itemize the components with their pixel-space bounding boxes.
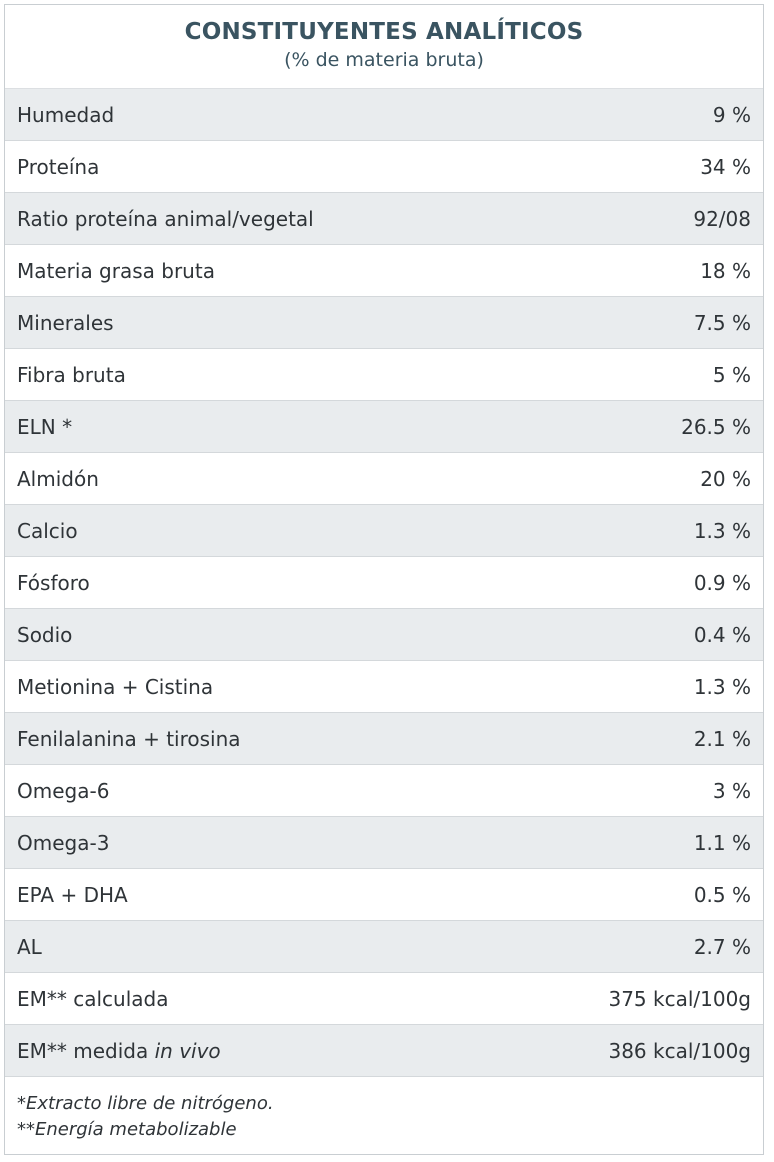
- table-row: Fósforo 0.9 %: [5, 557, 763, 609]
- table-title: CONSTITUYENTES ANALÍTICOS: [184, 19, 584, 45]
- row-value: 3 %: [712, 778, 751, 803]
- row-value: 0.5 %: [693, 882, 751, 907]
- table-row: Omega-3 1.1 %: [5, 817, 763, 869]
- table-row: Materia grasa bruta 18 %: [5, 245, 763, 297]
- row-label: Ratio proteína animal/vegetal: [17, 206, 314, 231]
- row-value: 375 kcal/100g: [608, 986, 751, 1011]
- table-row: EPA + DHA 0.5 %: [5, 869, 763, 921]
- row-value: 1.1 %: [693, 830, 751, 855]
- table-row: Almidón 20 %: [5, 453, 763, 505]
- row-label: AL: [17, 934, 42, 959]
- row-label: ELN *: [17, 414, 73, 439]
- row-label-prefix: EM** medida: [17, 1038, 155, 1063]
- table-body: Humedad 9 % Proteína 34 % Ratio proteína…: [5, 89, 763, 1077]
- table-row: AL 2.7 %: [5, 921, 763, 973]
- analytical-constituents-table: CONSTITUYENTES ANALÍTICOS (% de materia …: [4, 4, 764, 1155]
- row-label: Almidón: [17, 466, 99, 491]
- row-label: Metionina + Cistina: [17, 674, 214, 699]
- row-value: 26.5 %: [681, 414, 751, 439]
- table-row: Proteína 34 %: [5, 141, 763, 193]
- table-row: EM** calculada 375 kcal/100g: [5, 973, 763, 1025]
- row-value: 1.3 %: [693, 518, 751, 543]
- table-row: Fenilalanina + tirosina 2.1 %: [5, 713, 763, 765]
- footnote-em: **Energía metabolizable: [17, 1119, 237, 1140]
- row-label: Fibra bruta: [17, 362, 126, 387]
- row-value: 92/08: [693, 206, 751, 231]
- row-label: Sodio: [17, 622, 73, 647]
- table-row: ELN * 26.5 %: [5, 401, 763, 453]
- row-label: Fósforo: [17, 570, 90, 595]
- row-label: Calcio: [17, 518, 78, 543]
- row-label: Fenilalanina + tirosina: [17, 726, 241, 751]
- table-row: Ratio proteína animal/vegetal 92/08: [5, 193, 763, 245]
- row-value: 9 %: [712, 102, 751, 127]
- row-value: 18 %: [700, 258, 751, 283]
- table-row: Humedad 9 %: [5, 89, 763, 141]
- row-value: 0.9 %: [693, 570, 751, 595]
- row-value: 34 %: [700, 154, 751, 179]
- row-label: Minerales: [17, 310, 114, 335]
- row-label-italic: in vivo: [154, 1038, 221, 1063]
- table-row: Sodio 0.4 %: [5, 609, 763, 661]
- table-row: Omega-6 3 %: [5, 765, 763, 817]
- row-value: 0.4 %: [693, 622, 751, 647]
- table-footnotes: *Extracto libre de nitrógeno. **Energía …: [5, 1077, 763, 1143]
- row-label: Humedad: [17, 102, 115, 127]
- row-value: 2.7 %: [693, 934, 751, 959]
- footnote-eln: *Extracto libre de nitrógeno.: [17, 1093, 274, 1114]
- table-header: CONSTITUYENTES ANALÍTICOS (% de materia …: [5, 5, 763, 89]
- table-subtitle: (% de materia bruta): [284, 49, 484, 71]
- row-value: 1.3 %: [693, 674, 751, 699]
- table-row: EM** medida in vivo 386 kcal/100g: [5, 1025, 763, 1077]
- row-label: Proteína: [17, 154, 100, 179]
- row-value: 2.1 %: [693, 726, 751, 751]
- row-label: EM** calculada: [17, 986, 169, 1011]
- row-value: 7.5 %: [693, 310, 751, 335]
- row-label: Materia grasa bruta: [17, 258, 215, 283]
- row-label: Omega-6: [17, 778, 110, 803]
- table-row: Fibra bruta 5 %: [5, 349, 763, 401]
- row-label: EM** medida in vivo: [17, 1039, 221, 1063]
- table-row: Metionina + Cistina 1.3 %: [5, 661, 763, 713]
- row-label: Omega-3: [17, 830, 110, 855]
- row-value: 386 kcal/100g: [608, 1038, 751, 1063]
- row-label: EPA + DHA: [17, 882, 128, 907]
- table-row: Minerales 7.5 %: [5, 297, 763, 349]
- row-value: 5 %: [712, 362, 751, 387]
- row-value: 20 %: [700, 466, 751, 491]
- table-row: Calcio 1.3 %: [5, 505, 763, 557]
